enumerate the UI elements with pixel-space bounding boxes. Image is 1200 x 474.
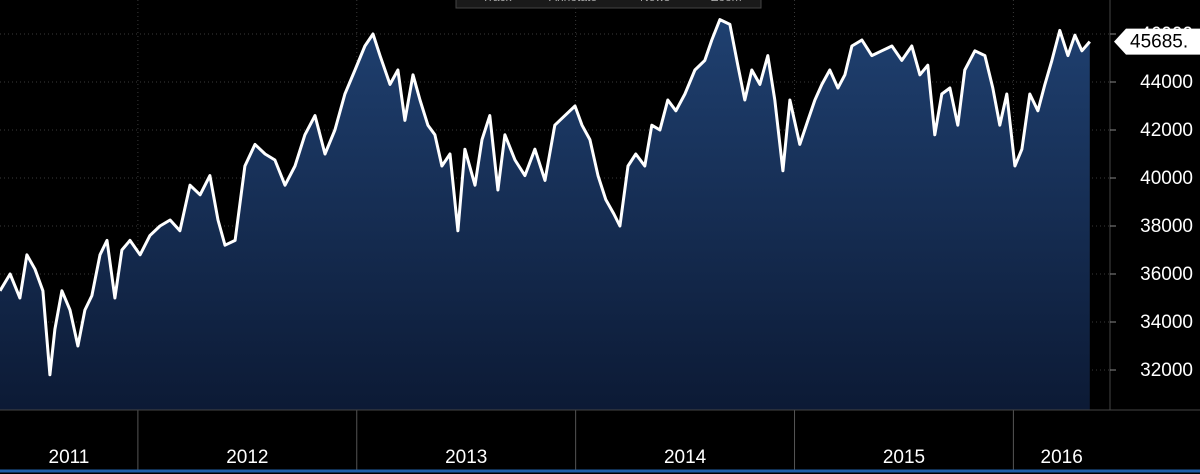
- x-tick-label: 2016: [1041, 447, 1083, 468]
- y-tick-label: 42000: [1140, 120, 1193, 141]
- x-tick-label: 2012: [226, 447, 268, 468]
- toolbar: Track Annotate News Zoom: [455, 0, 762, 9]
- toolbar-button[interactable]: Zoom: [711, 0, 742, 4]
- x-tick-label: 2014: [664, 447, 707, 468]
- y-tick-label: 32000: [1140, 360, 1193, 381]
- y-tick-label: 44000: [1140, 72, 1193, 93]
- x-tick-label: 2013: [445, 447, 487, 468]
- toolbar-button[interactable]: News: [640, 0, 670, 4]
- line: [0, 18, 1091, 377]
- y-tick-label: 36000: [1140, 264, 1193, 285]
- toolbar-button[interactable]: Annotate: [549, 0, 597, 4]
- area: [0, 19, 1090, 410]
- toolbar-button[interactable]: Track: [482, 0, 513, 4]
- toolbar-bg: [455, 0, 762, 9]
- x-tick-label: 2011: [49, 447, 90, 468]
- x-tick-label: 2015: [883, 447, 925, 468]
- last-value-box: [1114, 28, 1200, 55]
- y-tick-label: 38000: [1140, 216, 1193, 237]
- y-tick-label: 34000: [1140, 312, 1193, 333]
- last-value-label: 45685.: [1130, 32, 1188, 53]
- y-tick-label: 40000: [1140, 168, 1193, 189]
